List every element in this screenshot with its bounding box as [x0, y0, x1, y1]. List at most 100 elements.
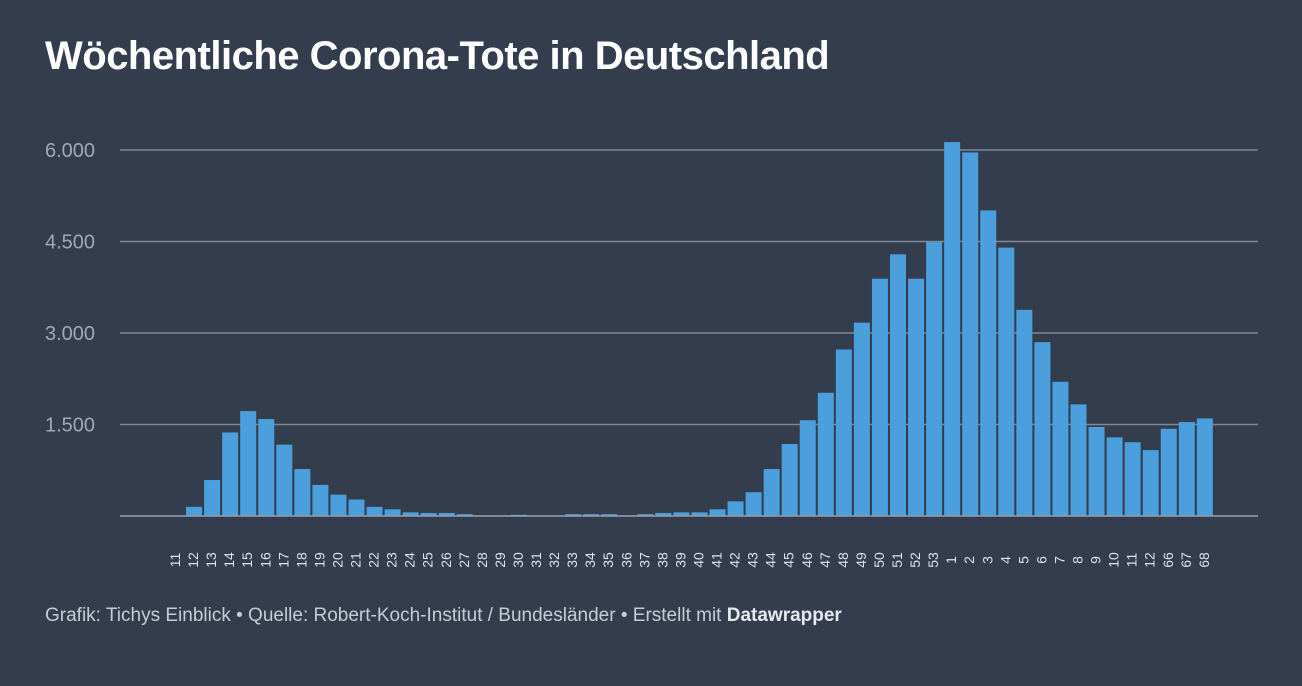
- x-tick-label: 5: [1015, 556, 1031, 564]
- x-tick-label: 33: [564, 552, 580, 568]
- x-tick-label: 41: [709, 552, 725, 568]
- x-tick-label: 35: [600, 552, 616, 568]
- bar: [1106, 437, 1123, 516]
- bar: [908, 278, 925, 516]
- y-tick-label: 4.500: [45, 232, 95, 254]
- x-tick-label: 12: [1142, 552, 1158, 568]
- x-tick-label: 2: [961, 556, 977, 564]
- bar: [1016, 309, 1033, 516]
- bar: [186, 506, 203, 516]
- bar: [673, 512, 690, 516]
- x-tick-label: 26: [438, 552, 454, 568]
- bar: [1124, 442, 1141, 516]
- x-tick-label: 36: [618, 552, 634, 568]
- x-tick-label: 13: [203, 552, 219, 568]
- x-tick-label: 46: [799, 552, 815, 568]
- bar: [817, 392, 834, 516]
- x-tick-label: 53: [925, 552, 941, 568]
- x-tick-label: 11: [167, 553, 183, 568]
- footer-brand-link[interactable]: Datawrapper: [726, 605, 842, 626]
- footer-source-text: Grafik: Tichys Einblick • Quelle: Robert…: [45, 605, 722, 626]
- x-tick-label: 3: [979, 556, 995, 564]
- bar: [962, 152, 979, 516]
- y-tick-label: 3.000: [45, 323, 95, 345]
- bar: [1196, 418, 1213, 516]
- bar: [204, 480, 221, 516]
- bars: [168, 142, 1213, 517]
- x-tick-label: 12: [185, 552, 201, 568]
- bar: [890, 254, 906, 516]
- x-tick-label: 18: [293, 552, 309, 568]
- x-tick-label: 37: [636, 552, 652, 568]
- x-tick-label: 31: [528, 552, 544, 568]
- bar: [240, 411, 257, 516]
- bar: [402, 512, 419, 516]
- bar: [565, 514, 582, 516]
- bar: [980, 210, 997, 516]
- x-tick-label: 48: [835, 552, 851, 568]
- x-tick-label: 34: [582, 552, 598, 568]
- x-tick-label: 8: [1070, 556, 1086, 564]
- bar: [727, 501, 744, 516]
- bar: [258, 419, 275, 516]
- x-tick-label: 10: [1106, 552, 1122, 568]
- x-axis-ticks: 11 12 13 14 15 16 17 18 19 20 21 22 23 24 25 26 27 28 29 30…: [167, 552, 1212, 568]
- bar: [998, 247, 1015, 516]
- x-tick-label: 45: [781, 552, 797, 568]
- bar: [926, 242, 943, 517]
- bar: [222, 432, 239, 516]
- bar: [366, 506, 383, 516]
- bar: [276, 444, 293, 516]
- x-tick-label: 1: [943, 556, 959, 564]
- bar: [601, 514, 618, 516]
- bar: [330, 494, 347, 516]
- x-tick-label: 52: [907, 552, 923, 568]
- x-tick-label: 16: [257, 552, 273, 568]
- x-tick-label: 66: [1160, 552, 1176, 568]
- x-tick-label: 38: [654, 552, 670, 568]
- x-tick-label: 47: [817, 552, 833, 568]
- bar: [420, 512, 437, 516]
- bar: [1070, 404, 1087, 516]
- x-tick-label: 19: [311, 552, 327, 568]
- x-tick-label: 22: [366, 552, 382, 568]
- bar: [655, 512, 672, 516]
- bar: [1034, 342, 1051, 516]
- bar: [709, 509, 726, 516]
- x-tick-label: 44: [763, 552, 779, 568]
- bar: [438, 512, 455, 516]
- x-tick-label: 21: [348, 552, 364, 568]
- bar: [799, 420, 816, 516]
- x-tick-label: 49: [853, 552, 869, 568]
- x-tick-label: 40: [690, 552, 706, 568]
- x-tick-label: 17: [275, 552, 291, 568]
- bar: [781, 444, 798, 516]
- x-tick-label: 27: [456, 552, 472, 568]
- x-tick-label: 32: [546, 552, 562, 568]
- y-tick-label: 1.500: [45, 415, 95, 437]
- bar: [1142, 450, 1159, 516]
- x-tick-label: 30: [510, 552, 526, 568]
- bar: [637, 514, 654, 516]
- x-tick-label: 23: [384, 552, 400, 568]
- x-tick-label: 9: [1088, 556, 1104, 564]
- bar: [1052, 381, 1069, 516]
- x-tick-label: 7: [1051, 556, 1067, 564]
- bar: [691, 512, 708, 516]
- x-tick-label: 6: [1033, 556, 1049, 564]
- x-tick-label: 43: [745, 552, 761, 568]
- bar: [853, 322, 870, 516]
- bar: [1178, 422, 1195, 516]
- x-tick-label: 42: [727, 552, 743, 568]
- x-tick-label: 11: [1124, 553, 1140, 568]
- x-tick-label: 68: [1196, 552, 1212, 568]
- chart-footer: Grafik: Tichys Einblick • Quelle: Robert…: [45, 605, 842, 627]
- bar: [1160, 428, 1177, 516]
- bar: [745, 492, 762, 516]
- x-tick-label: 25: [420, 552, 436, 568]
- x-tick-label: 15: [239, 552, 255, 568]
- bar: [835, 349, 852, 516]
- y-axis-ticks: 1.500 3.000 4.500 6.000: [45, 140, 95, 437]
- bar: [456, 514, 473, 516]
